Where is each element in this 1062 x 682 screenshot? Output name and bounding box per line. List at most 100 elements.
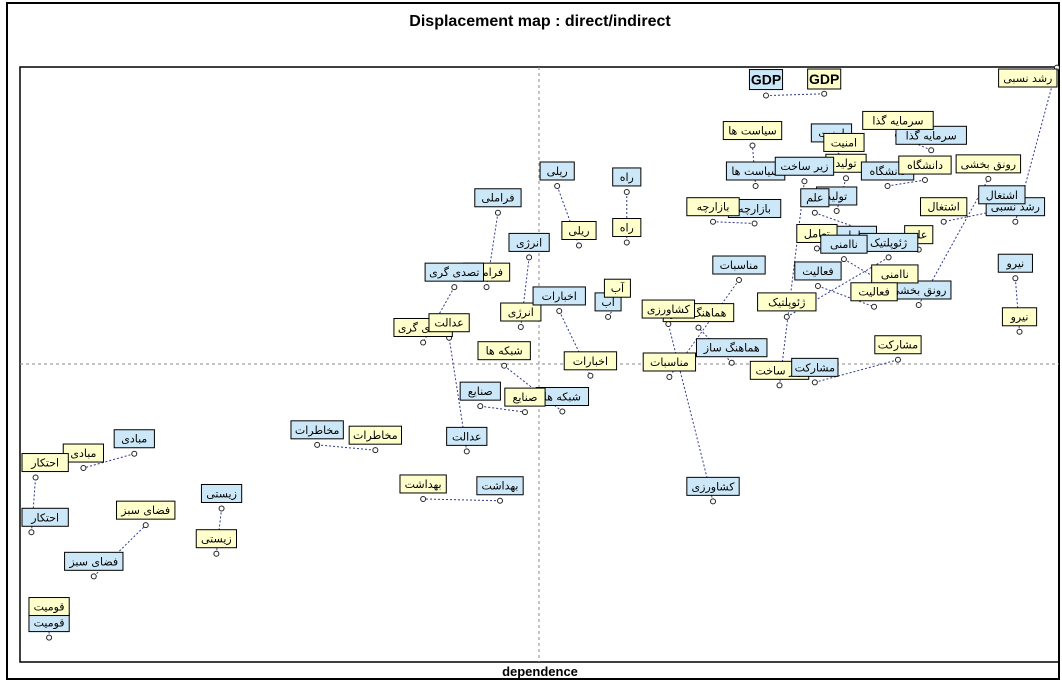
chart-title: Displacement map : direct/indirect <box>409 13 671 30</box>
point-35-indirect-label-text: فضای سبز <box>120 504 170 517</box>
point-34-indirect-label-box <box>21 453 69 473</box>
point-36-direct-label-box <box>200 483 243 503</box>
point-27-indirect-label: اخبارات <box>563 351 618 371</box>
point-31-direct-label: بهداشت <box>476 476 524 496</box>
point-31-indirect-marker <box>420 495 427 502</box>
point-19-direct-marker <box>811 379 818 386</box>
point-10-indirect-marker <box>940 218 947 225</box>
point-21-indirect-label-text: ریلی <box>568 224 589 237</box>
point-25-direct-marker <box>605 313 612 320</box>
point-14-indirect-label-text: ناامنی <box>881 268 909 281</box>
point-33-displacement-line <box>83 453 135 469</box>
point-0-direct-label-text: GDP <box>751 72 781 88</box>
point-16-indirect-marker <box>666 373 673 380</box>
point-17-indirect-label-text: فعالیت <box>858 286 889 299</box>
point-10-indirect-label-text: اشتغال <box>928 201 960 214</box>
point-22-indirect-marker <box>483 284 490 291</box>
point-0-indirect-label: GDP <box>807 68 842 90</box>
point-0-indirect-label-box <box>807 68 842 90</box>
point-27-direct-label-box <box>532 286 586 306</box>
point-33-direct-label: مبادی <box>113 429 155 449</box>
point-19-indirect-label-box <box>874 335 922 355</box>
point-29-direct-marker <box>477 403 484 410</box>
point-0-direct-label-box <box>748 69 784 91</box>
point-11-indirect-label-box <box>686 197 740 217</box>
point-34-direct-marker <box>28 529 35 536</box>
point-29-direct-label: صنایع <box>459 381 501 401</box>
point-30-direct-label-text: عدالت <box>452 430 482 443</box>
point-26-direct-label: کشاورزی <box>686 476 740 496</box>
point-22-displacement-line <box>486 212 499 288</box>
point-27-direct-marker <box>556 307 563 314</box>
point-13-direct-marker <box>885 254 892 261</box>
point-7-indirect-label-box <box>898 155 952 175</box>
point-23-direct-label: انرژی <box>508 232 550 252</box>
point-9-direct-marker <box>811 209 818 216</box>
point-24-direct-label: تصدی گری <box>424 262 485 282</box>
point-29-displacement-line <box>480 405 526 413</box>
point-16-direct-label-text: مناسبات <box>720 259 759 272</box>
point-23-direct-marker <box>526 254 533 261</box>
point-27-direct-label: اخبارات <box>532 286 586 306</box>
point-31-indirect-label: بهداشت <box>399 474 447 494</box>
point-16-direct-marker <box>735 277 742 284</box>
point-19-indirect-marker <box>894 356 901 363</box>
point-13-direct-label-text: ژئوپلتیک <box>870 236 907 249</box>
point-16-direct-label-box <box>712 255 766 275</box>
point-0-direct-marker <box>763 92 770 99</box>
point-28-indirect-label: شبکه ها <box>477 341 531 361</box>
point-37-direct-label-text: قومیت <box>34 617 65 630</box>
point-34-indirect-label-text: احتکار <box>30 457 59 470</box>
point-36-direct-marker <box>218 505 225 512</box>
point-7-indirect-label: دانشگاه <box>898 155 952 175</box>
point-8-indirect-marker <box>776 382 783 389</box>
point-26-indirect-label-text: کشاورزی <box>647 303 691 316</box>
point-21-direct-marker <box>554 183 561 189</box>
point-3-direct-marker <box>915 302 922 308</box>
point-6-direct-label-text: تولید <box>826 190 847 203</box>
x-axis-label: dependence <box>502 664 578 679</box>
point-1-indirect-label-text: رشد نسبی <box>1003 72 1052 85</box>
point-1-displacement-line <box>1014 67 1058 222</box>
point-22-direct-label-text: فراملی <box>481 192 514 205</box>
point-32-direct-label-text: مخاطرات <box>295 424 340 437</box>
point-16-indirect-label-box <box>642 352 697 372</box>
point-27-indirect-label-text: اخبارات <box>573 355 608 368</box>
point-31-displacement-line <box>423 498 501 502</box>
point-16-indirect-label-text: مناسبات <box>650 356 689 369</box>
point-36-indirect-label-box <box>195 529 237 549</box>
point-19-direct-label-box <box>791 357 839 377</box>
point-4-indirect-label-text: سیاست ها <box>728 125 777 138</box>
point-18-direct-label-text: هماهنگ ساز <box>703 342 760 355</box>
point-9-direct-label-text: علم <box>806 192 824 205</box>
point-15-indirect-label-box <box>1001 307 1038 327</box>
point-6-indirect-label-text: تولید <box>835 157 856 170</box>
point-33-indirect-marker <box>80 465 87 472</box>
point-26-direct-marker <box>710 498 717 505</box>
point-17-displacement-line <box>817 285 875 308</box>
point-34-indirect-marker <box>32 474 39 481</box>
point-17-direct-label-box <box>794 261 842 281</box>
point-36-indirect-marker <box>213 550 220 557</box>
point-22-direct-label: فراملی <box>474 188 522 208</box>
point-30-displacement-line <box>448 337 468 452</box>
point-26-indirect-label-box <box>641 299 696 319</box>
point-33-direct-marker <box>131 450 138 457</box>
point-32-direct-label-box <box>290 420 344 440</box>
point-2-direct-label: سرمایه گذا <box>895 125 967 145</box>
point-6-indirect-marker <box>843 175 850 182</box>
point-3-indirect-label: رونق بخشی <box>955 154 1022 174</box>
point-8-direct-label-box <box>774 156 835 176</box>
point-14-direct-label: ناامنی <box>820 234 868 254</box>
point-29-indirect-label: صنایع <box>504 387 546 407</box>
point-30-indirect-label-box <box>428 313 470 333</box>
point-2-direct-marker <box>928 147 935 154</box>
point-32-displacement-line <box>317 444 376 451</box>
point-34-direct-label-text: احتکار <box>30 511 59 524</box>
point-27-indirect-label-box <box>563 351 618 371</box>
point-33-direct-label-box <box>113 429 155 449</box>
point-30-direct-marker <box>463 448 470 455</box>
point-23-direct-label-box <box>508 232 550 252</box>
point-23-indirect-label-box <box>500 302 542 322</box>
